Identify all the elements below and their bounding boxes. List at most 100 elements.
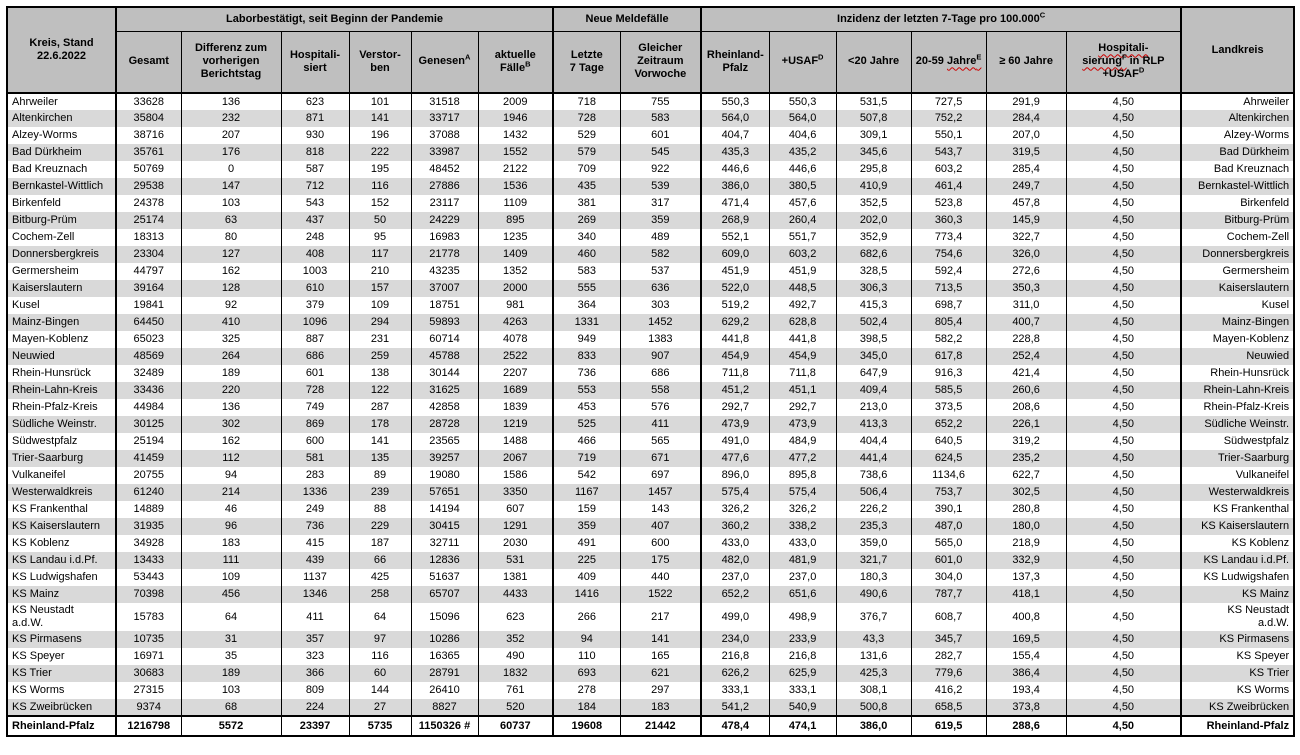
cell-genesen: 10286 — [410, 631, 479, 648]
cell-verstorben: 231 — [348, 331, 412, 348]
hospitalisierung-footnote-sup: F — [1121, 52, 1127, 62]
cell-kreis: Südwestpfalz — [6, 433, 117, 450]
cell-differenz: 410 — [180, 314, 282, 331]
cell-differenz: 0 — [180, 161, 282, 178]
cell-genesen: 57651 — [410, 484, 479, 501]
cell-inzidenz-rlp: 499,0 — [700, 603, 770, 631]
cell-differenz: 162 — [180, 433, 282, 450]
cell-inzidenz-usaf: 625,9 — [768, 665, 837, 682]
cell-inzidenz-usaf: 451,1 — [768, 382, 837, 399]
cell-inzidenz-60: 421,4 — [985, 365, 1067, 382]
cell-vorwoche: 537 — [619, 263, 703, 280]
cell-verstorben: 141 — [348, 433, 412, 450]
cell-inzidenz-usaf: 711,8 — [768, 365, 837, 382]
cell-hospitalisierung: 4,50 — [1065, 433, 1183, 450]
cell-landkreis: KS Trier — [1180, 665, 1295, 682]
cell-inzidenz-2059: 592,4 — [910, 263, 987, 280]
cell-inzidenz-60: 207,0 — [985, 127, 1067, 144]
cell-inzidenz-60: 260,6 — [985, 382, 1067, 399]
cell-landkreis: KS Landau i.d.Pf. — [1180, 552, 1295, 569]
cell-vorwoche: 755 — [619, 93, 703, 110]
table-row: KS Landau i.d.Pf. 13433 111 439 66 12836… — [6, 552, 1295, 569]
cell-inzidenz-usaf: 550,3 — [768, 93, 837, 110]
cell-aktuelle-faelle: 531 — [477, 552, 555, 569]
cell-genesen: 45788 — [410, 348, 479, 365]
cell-inzidenz-60: 302,5 — [985, 484, 1067, 501]
cell-aktuelle-faelle: 895 — [477, 212, 555, 229]
cell-inzidenz-2059: 585,5 — [910, 382, 987, 399]
cell-kreis: Donnersbergkreis — [6, 246, 117, 263]
table-row: KS Trier 30683 189 366 60 28791 1832 693… — [6, 665, 1295, 682]
cell-inzidenz-2059: 640,5 — [910, 433, 987, 450]
cell-inzidenz-60: 218,9 — [985, 535, 1067, 552]
cell-letzte-7-tage: 719 — [552, 450, 621, 467]
table-row: Vulkaneifel 20755 94 283 89 19080 1586 5… — [6, 467, 1295, 484]
cell-hospitalisiert: 1137 — [280, 569, 350, 586]
cell-letzte-7-tage: 542 — [552, 467, 621, 484]
cell-inzidenz-60: 169,5 — [985, 631, 1067, 648]
cell-genesen: 18751 — [410, 297, 479, 314]
cell-verstorben: 187 — [348, 535, 412, 552]
cell-inzidenz-2059: 658,5 — [910, 699, 987, 716]
table-row: Westerwaldkreis 61240 214 1336 239 57651… — [6, 484, 1295, 501]
cell-vorwoche: 545 — [619, 144, 703, 161]
cell-gesamt: 35761 — [115, 144, 182, 161]
cell-kreis: Rhein-Pfalz-Kreis — [6, 399, 117, 416]
cell-landkreis: KS Koblenz — [1180, 535, 1295, 552]
cell-inzidenz-u20: 43,3 — [835, 631, 912, 648]
cell-hospitalisierung: 4,50 — [1065, 297, 1183, 314]
cell-inzidenz-rlp: 541,2 — [700, 699, 770, 716]
cell-inzidenz-60: 350,3 — [985, 280, 1067, 297]
cell-verstorben: 116 — [348, 178, 412, 195]
cell-aktuelle-faelle: 1291 — [477, 518, 555, 535]
cell-kreis: Rhein-Lahn-Kreis — [6, 382, 117, 399]
cell-verstorben: 259 — [348, 348, 412, 365]
cell-letzte-7-tage: 1331 — [552, 314, 621, 331]
cell-hospitalisierung: 4,50 — [1065, 399, 1183, 416]
cell-verstorben: 64 — [348, 603, 412, 631]
cell-hospitalisiert: 728 — [280, 382, 350, 399]
col-header-letzte-7-tage: Letzte 7 Tage — [552, 31, 621, 93]
cell-letzte-7-tage: 491 — [552, 535, 621, 552]
cell-inzidenz-2059: 773,4 — [910, 229, 987, 246]
cell-verstorben: 88 — [348, 501, 412, 518]
table-row: Birkenfeld 24378 103 543 152 23117 1109 … — [6, 195, 1295, 212]
table-row: Mainz-Bingen 64450 410 1096 294 59893 42… — [6, 314, 1295, 331]
cell-inzidenz-60: 400,7 — [985, 314, 1067, 331]
cell-letzte-7-tage: 709 — [552, 161, 621, 178]
cell-inzidenz-u20: 502,4 — [835, 314, 912, 331]
cell-gesamt: 9374 — [115, 699, 182, 716]
cell-inzidenz-2059: 360,3 — [910, 212, 987, 229]
cell-verstorben: 97 — [348, 631, 412, 648]
cell-differenz: 189 — [180, 665, 282, 682]
cell-inzidenz-u20: 352,9 — [835, 229, 912, 246]
cell-inzidenz-usaf: 651,6 — [768, 586, 837, 603]
cell-kreis: Mayen-Koblenz — [6, 331, 117, 348]
cell-letzte-7-tage: 736 — [552, 365, 621, 382]
cell-inzidenz-u20: 352,5 — [835, 195, 912, 212]
cell-inzidenz-rlp: 446,6 — [700, 161, 770, 178]
cell-verstorben: 141 — [348, 110, 412, 127]
cell-inzidenz-u20: 425,3 — [835, 665, 912, 682]
cell-differenz: 162 — [180, 263, 282, 280]
cell-inzidenz-2059: 550,1 — [910, 127, 987, 144]
cell-aktuelle-faelle: 1586 — [477, 467, 555, 484]
cell-landkreis: Südwestpfalz — [1180, 433, 1295, 450]
cell-letzte-7-tage: 381 — [552, 195, 621, 212]
cell-genesen: 60714 — [410, 331, 479, 348]
cell-inzidenz-2059: 754,6 — [910, 246, 987, 263]
cell-landkreis: Ahrweiler — [1180, 93, 1295, 110]
cell-hospitalisiert-total: 23397 — [280, 715, 350, 736]
cell-inzidenz-60: 137,3 — [985, 569, 1067, 586]
cell-hospitalisiert: 249 — [280, 501, 350, 518]
cell-aktuelle-faelle: 2207 — [477, 365, 555, 382]
cell-aktuelle-faelle: 4433 — [477, 586, 555, 603]
cell-kreis: Cochem-Zell — [6, 229, 117, 246]
usaf-label: +USAF — [781, 55, 819, 68]
cell-hospitalisiert: 871 — [280, 110, 350, 127]
cell-gesamt: 18313 — [115, 229, 182, 246]
cell-inzidenz-rlp: 491,0 — [700, 433, 770, 450]
cell-genesen: 39257 — [410, 450, 479, 467]
cell-hospitalisiert: 601 — [280, 365, 350, 382]
cell-gesamt: 38716 — [115, 127, 182, 144]
